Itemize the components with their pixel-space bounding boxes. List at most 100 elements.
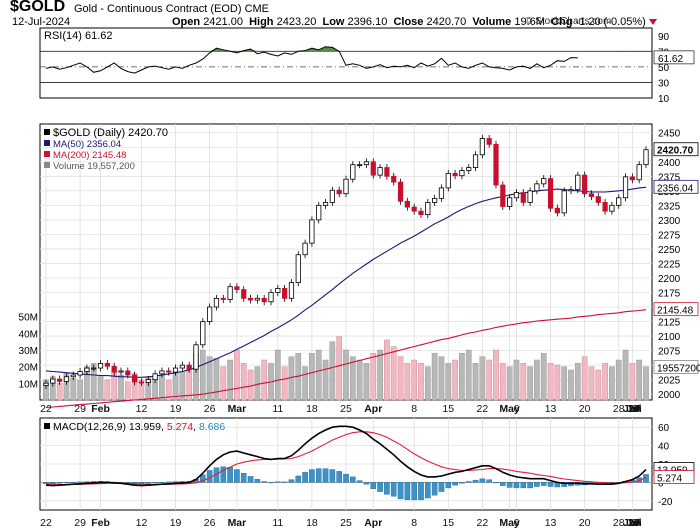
exchange-text: CME	[244, 3, 270, 15]
price-candle	[459, 166, 465, 180]
price-value-box	[653, 302, 699, 317]
macd-legend-title: MACD(12,26,9)	[53, 421, 129, 433]
macd-legend-swatch	[44, 423, 50, 429]
price-candle	[104, 359, 110, 370]
price-value-label: 19557200	[653, 360, 700, 374]
price-candle	[309, 216, 315, 247]
candle-body	[275, 288, 281, 293]
candle-body	[295, 254, 301, 284]
change-value: -1.20 (-0.05%)	[575, 16, 646, 28]
price-candle	[70, 371, 76, 381]
macd-histogram-bar	[390, 482, 397, 497]
candle-body	[438, 187, 445, 199]
x-axis-label: Feb	[91, 403, 110, 415]
macd-histogram-bar	[63, 482, 70, 484]
price-candle	[50, 375, 56, 387]
x-axis-label: 25	[340, 517, 352, 529]
macd-histogram-bar	[506, 482, 513, 488]
price-candle	[486, 135, 492, 148]
macd-histogram-bar	[377, 482, 383, 492]
price-tick-label: 2450	[658, 129, 681, 140]
macd-histogram-bar	[200, 474, 206, 483]
macd-histogram-bar	[438, 482, 445, 492]
price-candle	[411, 203, 417, 215]
volume-bar	[70, 378, 77, 401]
candle-body	[43, 382, 49, 386]
x-axis-label: 11	[272, 517, 283, 529]
x-axis-label: 22	[477, 517, 489, 529]
price-candle	[595, 193, 601, 206]
x-axis-label: 28	[613, 517, 625, 529]
volume-bar	[343, 349, 349, 401]
macd-histogram-bar	[261, 481, 267, 483]
candle-body	[302, 242, 308, 256]
x-axis-label: 13	[545, 517, 557, 529]
candle-body	[309, 219, 315, 244]
price-candle	[77, 368, 83, 379]
price-candle	[438, 184, 445, 202]
volume-bar	[247, 369, 254, 401]
description-text: Gold - Continuous Contract (EOD)	[74, 3, 242, 15]
price-tick-label: 2200	[658, 274, 681, 285]
volume-bar	[527, 366, 533, 401]
volume-bar	[315, 349, 322, 401]
candle-body	[111, 365, 117, 373]
x-axis-label: 12	[136, 403, 148, 415]
volume-bar	[609, 366, 615, 401]
volume-bar	[643, 366, 649, 401]
price-candle	[213, 294, 220, 311]
candle-body	[118, 370, 124, 373]
candle-body	[288, 282, 295, 299]
price-candle	[377, 164, 383, 179]
price-candle	[500, 181, 506, 210]
price-value-label: 2356.04	[653, 179, 699, 194]
volume-bar	[165, 379, 172, 401]
ma50-line	[45, 186, 647, 378]
down-arrow-icon	[649, 19, 657, 25]
price-candle	[561, 187, 567, 217]
volume-bar	[254, 366, 261, 401]
price-tick-label: 2125	[658, 318, 681, 329]
macd-histogram-bar	[302, 472, 308, 483]
candle-body	[268, 292, 274, 303]
volume-bar	[486, 359, 493, 401]
volume-label: Volume	[472, 16, 512, 28]
price-candle	[629, 173, 635, 184]
price-candle	[363, 158, 370, 169]
price-candle	[118, 367, 124, 376]
macd-histogram-bar	[336, 471, 342, 483]
volume-bar	[554, 364, 561, 401]
price-value-label: 2145.48	[653, 302, 699, 317]
x-axis-label: 11	[272, 403, 283, 415]
macd-value-label: 5.274	[653, 470, 695, 485]
volume-bar	[465, 349, 472, 401]
macd-histogram-bar	[220, 466, 227, 483]
macd-histogram-bar	[459, 482, 465, 484]
candle-body	[616, 197, 622, 206]
candle-body	[445, 172, 451, 189]
price-candle	[254, 294, 260, 304]
price-tick-label: 2325	[658, 201, 681, 212]
volume-bar	[220, 366, 227, 401]
macd-histogram-bar	[315, 468, 322, 483]
macd-histogram-bar	[445, 482, 452, 489]
macd-histogram-bar	[520, 482, 527, 489]
open-value: 2421.00	[203, 16, 243, 28]
candle-body	[479, 138, 485, 156]
macd-histogram-bar	[534, 482, 540, 487]
macd-histogram-bar	[77, 481, 83, 483]
volume-bar	[104, 379, 111, 401]
macd-signal-line	[45, 431, 647, 486]
x-axis-label: 19	[170, 403, 182, 415]
x-axis-label: 22	[40, 403, 52, 415]
candle-body	[104, 362, 110, 367]
price-tick-label: 2075	[658, 347, 681, 358]
price-candle	[357, 161, 363, 169]
candle-body	[50, 378, 56, 384]
candle-body	[247, 297, 254, 301]
price-candle	[63, 373, 70, 385]
price-candle	[125, 367, 131, 379]
macd-histogram-bar	[431, 482, 438, 496]
price-candle	[336, 186, 342, 198]
high-value: 2423.20	[276, 16, 317, 28]
